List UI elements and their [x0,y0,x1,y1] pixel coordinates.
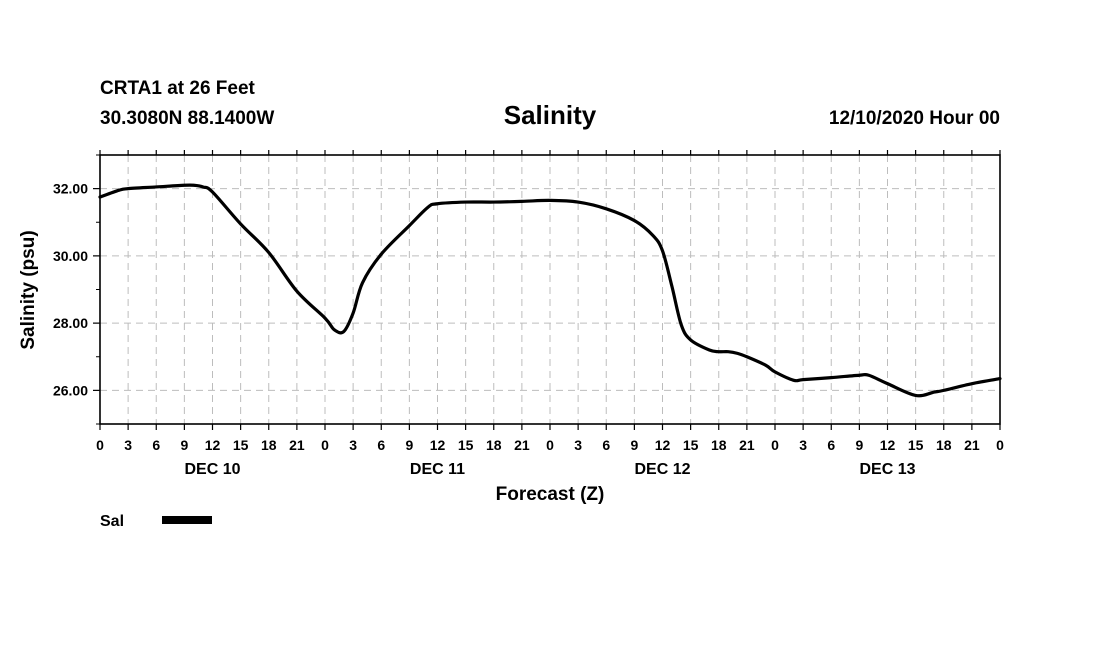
x-tick-label: 15 [233,437,249,453]
chart-title: Salinity [504,100,597,130]
y-tick-label: 28.00 [53,315,88,331]
x-tick-label: 9 [405,437,413,453]
x-tick-label: 18 [486,437,502,453]
x-axis-title: Forecast (Z) [496,484,605,505]
date-labels: DEC 10 DEC 11 DEC 12 DEC 13 [184,461,915,478]
y-tick-label: 30.00 [53,248,88,264]
date-label: DEC 12 [634,461,690,478]
grid-lines [100,155,1000,424]
x-tick-label: 9 [180,437,188,453]
x-tick-label: 3 [124,437,132,453]
x-tick-label: 0 [321,437,329,453]
x-tick-label: 18 [261,437,277,453]
x-tick-label: 15 [683,437,699,453]
y-axis-title: Salinity (psu) [18,230,39,349]
x-tick-label: 0 [96,437,104,453]
x-tick-label: 15 [458,437,474,453]
x-tick-label: 9 [630,437,638,453]
x-tick-label: 3 [574,437,582,453]
x-tick-label: 0 [546,437,554,453]
x-tick-label: 6 [827,437,835,453]
x-tick-label: 12 [205,437,221,453]
x-tick-label: 18 [936,437,952,453]
y-axis: 26.00 28.00 30.00 32.00 [53,154,100,425]
x-tick-label: 18 [711,437,727,453]
series-line-sal [98,183,1002,398]
x-tick-label: 15 [908,437,924,453]
legend-label: Sal [100,513,124,530]
date-label: DEC 10 [184,461,240,478]
x-tick-label: 0 [771,437,779,453]
y-tick-label: 26.00 [53,382,88,398]
x-axis: 0 3 6 9 12 15 18 21 0 3 6 9 12 15 18 21 0 3 6 9 12 15 18 21 0 3 6 9… [96,150,1004,453]
x-tick-label: 21 [739,437,755,453]
x-tick-label: 6 [602,437,610,453]
date-label: DEC 13 [859,461,915,478]
date-label: DEC 11 [410,461,465,478]
x-tick-label: 12 [655,437,671,453]
x-tick-label: 9 [855,437,863,453]
x-tick-label: 6 [152,437,160,453]
x-tick-label: 0 [996,437,1004,453]
x-tick-label: 3 [349,437,357,453]
station-label: CRTA1 at 26 Feet [100,78,256,99]
x-tick-label: 12 [430,437,446,453]
x-tick-label: 3 [799,437,807,453]
x-tick-label: 6 [377,437,385,453]
x-tick-label: 21 [964,437,980,453]
x-tick-label: 21 [514,437,530,453]
x-tick-label: 21 [289,437,305,453]
coordinates-label: 30.3080N 88.1400W [100,108,274,129]
series-layer [98,183,1002,398]
run-time-label: 12/10/2020 Hour 00 [829,108,1000,129]
y-tick-label: 32.00 [53,181,88,197]
x-tick-label: 12 [880,437,896,453]
